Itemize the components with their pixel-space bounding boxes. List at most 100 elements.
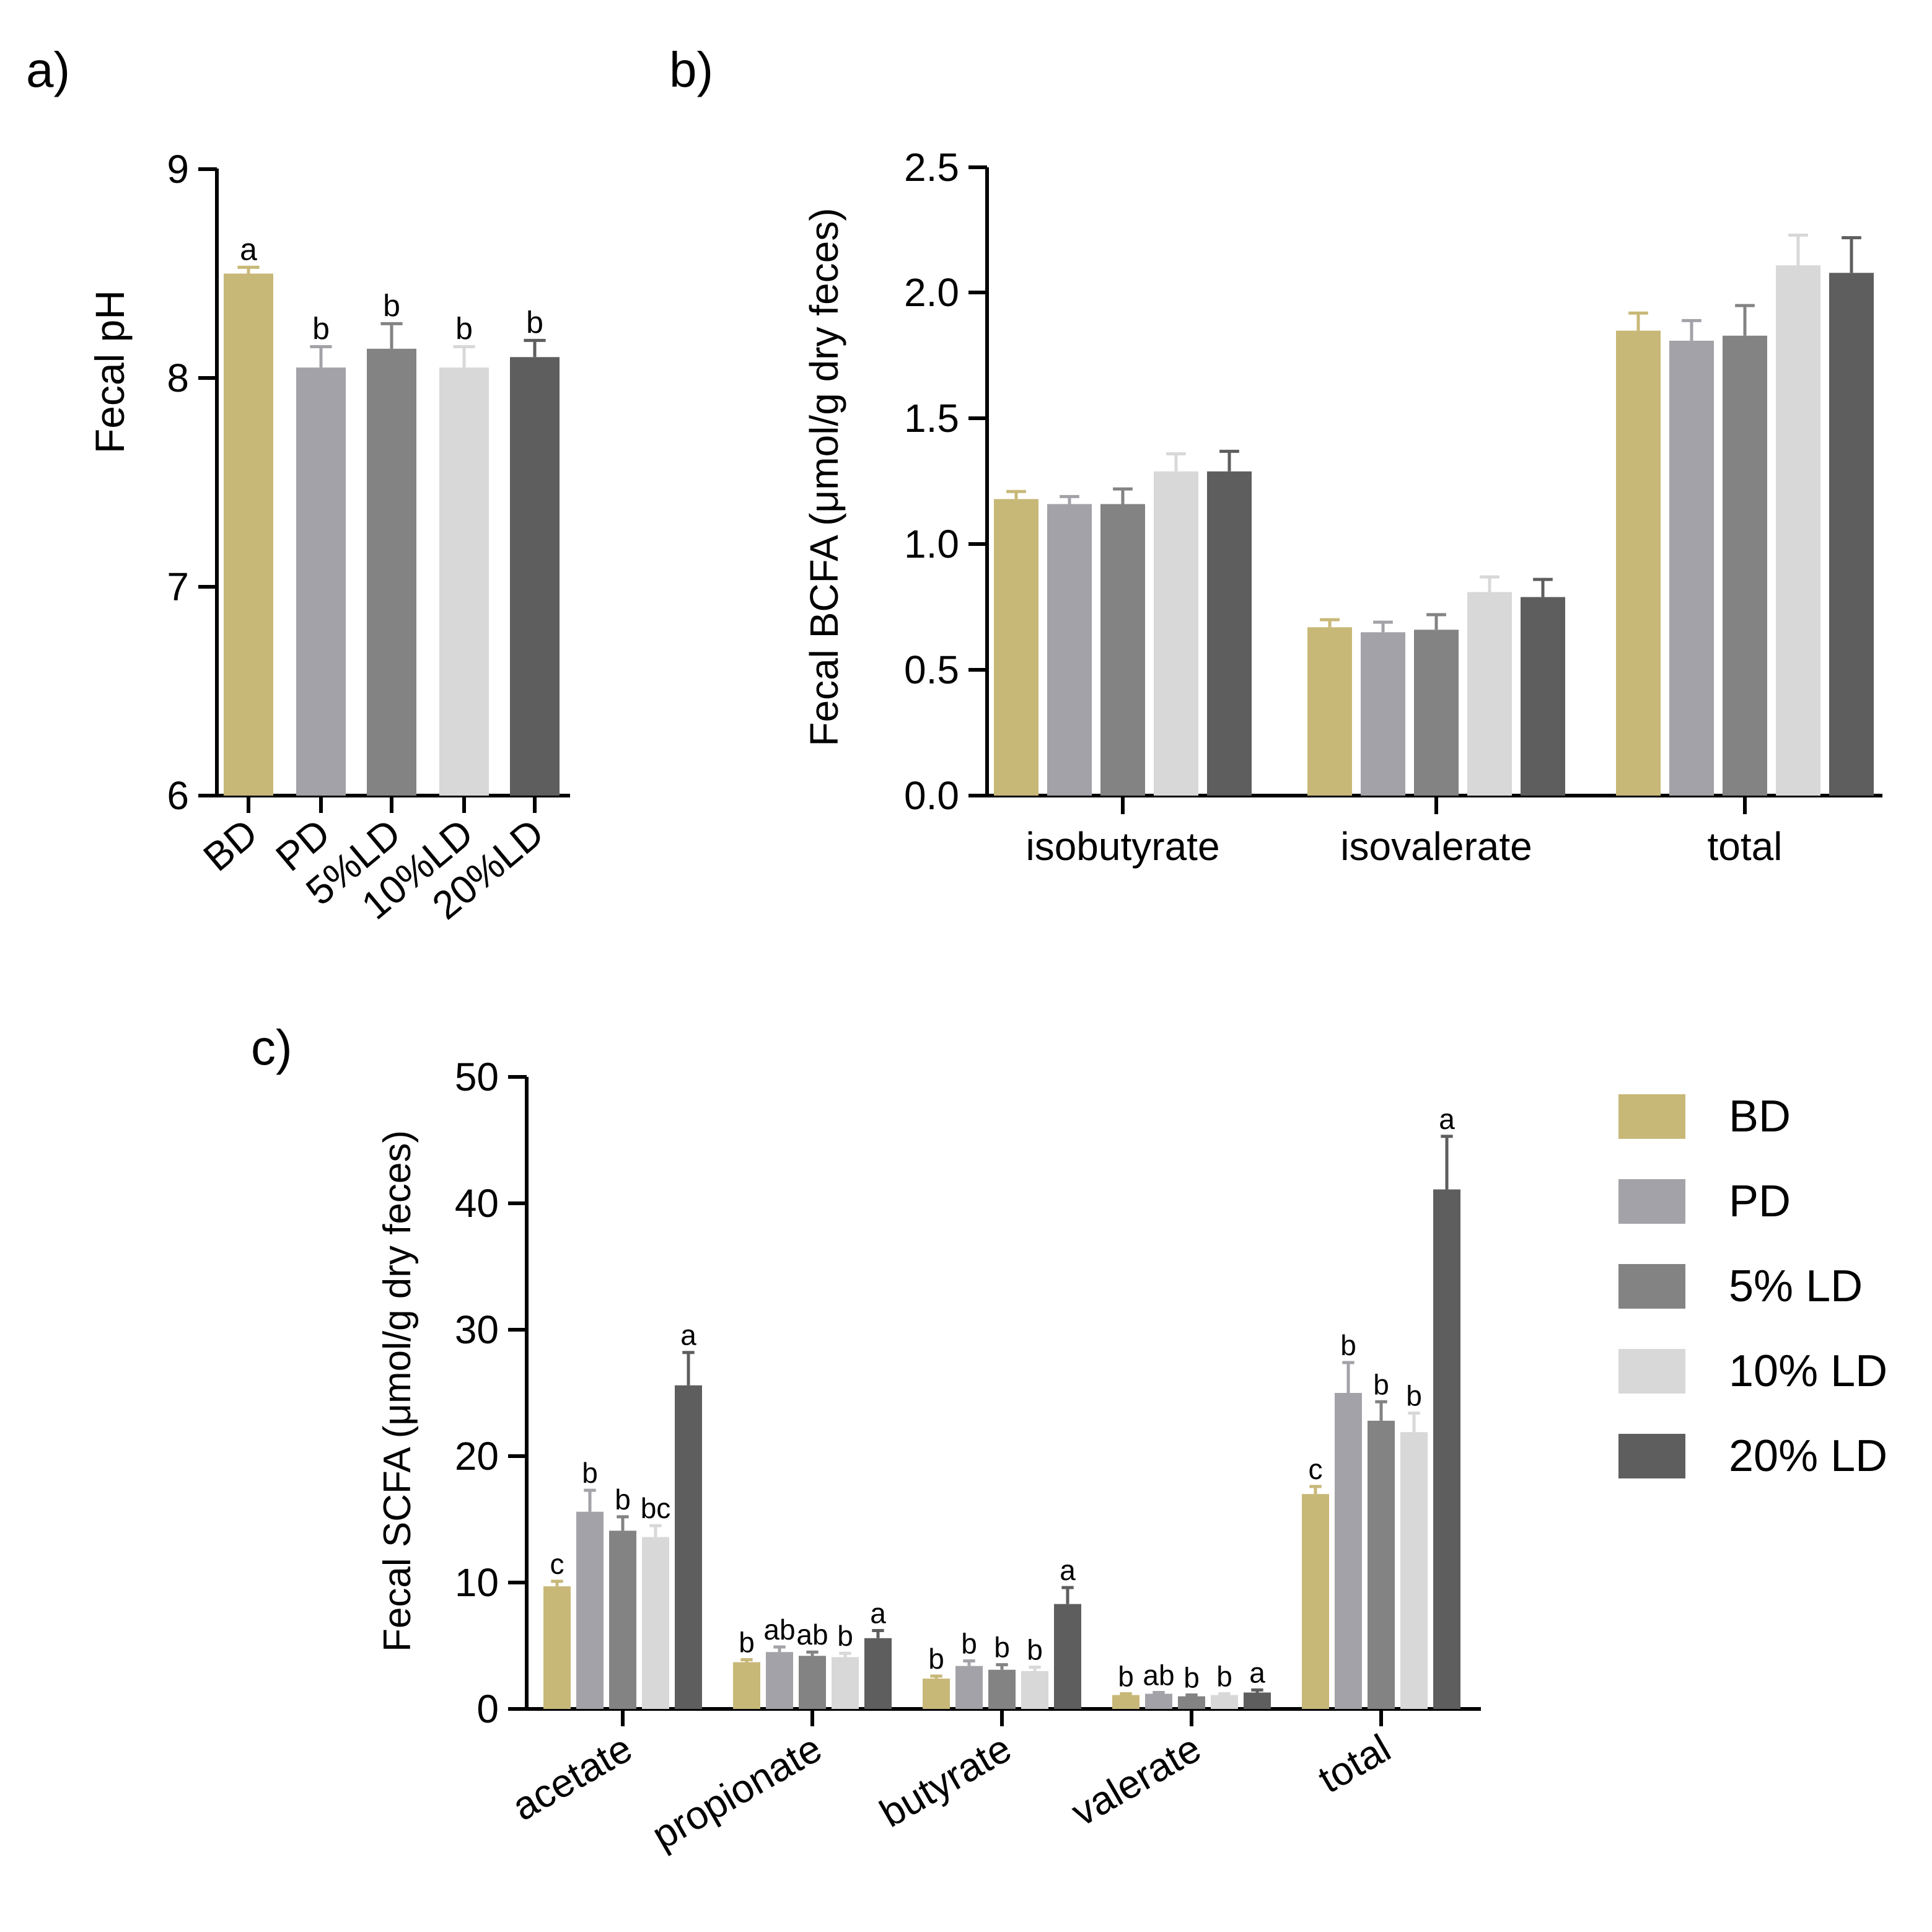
panel-b-isobutyrate-5%LD-error-bar (1113, 487, 1133, 504)
panel-b-isovalerate-5%LD-bar (1414, 630, 1459, 796)
panel-c-propionate-PD-error-bar (773, 1645, 786, 1653)
panel-c-valerate-BD-bar (1112, 1695, 1139, 1709)
panel-c-butyrate-5%LD-significance-letter: b (994, 1631, 1010, 1664)
panel-a-10%LD-significance-letter: b (455, 311, 473, 346)
panel-c-total-5%LD-significance-letter: b (1373, 1368, 1389, 1400)
panel-c-butyrate-20%LD-error-bar (1061, 1586, 1074, 1604)
panel-c-y-ticks: 0 10 20 30 40 50 (455, 1055, 527, 1731)
panel-c-valerate-20%LD-error-bar (1251, 1688, 1263, 1693)
panel-b-total-10%LD-error-bar (1788, 234, 1808, 266)
panel-c-y-axis-title: Fecal SCFA (μmol/g dry feces) (376, 1130, 419, 1652)
panel-b-total-20%LD-bar (1829, 273, 1874, 796)
panel-c-valerate-5%LD-bar (1178, 1696, 1205, 1709)
panel-c: c) Fecal SCFA (μmol/g dry feces) 0 10 20… (251, 1020, 1481, 1858)
panel-b-y-tick-label: 0.5 (904, 648, 959, 692)
panel-b-isovalerate-20%LD-error-bar (1533, 577, 1553, 597)
panel-b-isovalerate-5%LD-error-bar (1426, 613, 1446, 630)
panel-b-isobutyrate-10%LD-bar (1154, 471, 1198, 796)
panel-c-valerate-PD-error-bar (1153, 1690, 1165, 1694)
panel-b-y-tick-label: 2.0 (904, 270, 959, 315)
legend-swatch (1618, 1094, 1685, 1139)
panel-c-y-tick-label: 20 (455, 1434, 499, 1478)
panel-b-total-5%LD-error-bar (1735, 304, 1755, 336)
panel-a-20%LD-error-bar (524, 338, 546, 358)
legend-label: 20% LD (1729, 1431, 1887, 1481)
panel-b-x-tick-label: isobutyrate (1025, 824, 1219, 869)
panel-c-propionate-20%LD-bar (864, 1638, 892, 1709)
legend-label: BD (1729, 1092, 1791, 1141)
panel-a-PD-significance-letter: b (312, 311, 330, 346)
panel-c-propionate-BD-bar (733, 1662, 760, 1709)
panel-c-propionate-5%LD-bar (799, 1656, 826, 1709)
panel-c-x-tick-label: valerate (1064, 1726, 1208, 1835)
panel-b-total-PD-error-bar (1682, 318, 1701, 341)
panel-c-acetate-20%LD-error-bar (682, 1351, 695, 1385)
panel-c-acetate-20%LD-significance-letter: a (680, 1319, 696, 1351)
panel-c-propionate-BD-error-bar (740, 1658, 753, 1662)
panel-a-y-tick-label: 7 (167, 564, 189, 609)
panel-c-butyrate-PD-error-bar (963, 1659, 975, 1666)
panel-a-PD-error-bar (310, 345, 332, 368)
panel-a-5%LD-significance-letter: b (383, 288, 400, 323)
panel-c-butyrate-BD-significance-letter: b (928, 1643, 944, 1675)
panel-b-isovalerate-20%LD-bar (1521, 597, 1565, 796)
panel-c-x-tick-label: butyrate (872, 1726, 1019, 1836)
panel-c-y-tick-label: 30 (455, 1307, 499, 1352)
panel-b-isovalerate-PD-error-bar (1373, 620, 1393, 633)
panel-a-y-axis-title: Fecal pH (87, 290, 133, 454)
panel-b-isobutyrate-5%LD-bar (1100, 504, 1145, 796)
panel-b-y-tick-label: 1.0 (904, 522, 959, 566)
panel-c-propionate-20%LD-error-bar (872, 1629, 884, 1638)
legend-swatch (1618, 1434, 1685, 1478)
panel-c-total-5%LD-error-bar (1375, 1400, 1387, 1421)
panel-a-x-tick-labels: BD PD 5%LD 10%LD 20%LD (195, 796, 552, 928)
panel-c-total-PD-error-bar (1342, 1361, 1355, 1393)
panel-b-isobutyrate-20%LD-error-bar (1219, 449, 1239, 472)
panel-c-propionate-10%LD-significance-letter: b (837, 1620, 853, 1652)
panel-b-y-tick-label: 0.0 (904, 773, 959, 818)
panel-c-butyrate-BD-error-bar (930, 1674, 942, 1679)
legend-label: 5% LD (1729, 1262, 1863, 1311)
panel-c-acetate-5%LD-significance-letter: b (615, 1483, 631, 1516)
panel-b-isovalerate-10%LD-error-bar (1480, 575, 1499, 592)
panel-b-y-tick-label: 2.5 (904, 145, 959, 190)
panel-a-20%LD-bar (510, 357, 560, 796)
panel-b-isobutyrate-PD-error-bar (1060, 494, 1079, 504)
legend-swatch (1618, 1264, 1685, 1309)
legend-label: 10% LD (1729, 1346, 1887, 1396)
panel-c-butyrate-20%LD-significance-letter: a (1060, 1554, 1076, 1586)
panel-a-PD-bar (296, 367, 346, 796)
panel-c-label: c) (251, 1020, 292, 1075)
panel-c-butyrate-PD-bar (955, 1666, 983, 1709)
panel-c-total-20%LD-significance-letter: a (1439, 1103, 1455, 1135)
panel-a-y-ticks: 6 7 8 9 (167, 147, 217, 818)
panel-c-propionate-10%LD-error-bar (839, 1651, 851, 1658)
panel-b-total-20%LD-error-bar (1842, 236, 1861, 273)
panel-c-total-10%LD-error-bar (1408, 1412, 1420, 1433)
panel-c-x-tick-labels: acetate propionate butyrate valerate tot… (504, 1709, 1398, 1858)
panel-c-acetate-10%LD-significance-letter: bc (641, 1492, 671, 1524)
panel-a-5%LD-error-bar (380, 322, 403, 349)
panel-b-y-ticks: 0.0 0.5 1.0 1.5 2.0 2.5 (904, 145, 987, 818)
panel-c-acetate-5%LD-bar (609, 1530, 636, 1709)
panel-c-propionate-PD-bar (766, 1652, 793, 1709)
panel-b-total-BD-error-bar (1628, 311, 1648, 331)
panel-c-valerate-BD-error-bar (1120, 1692, 1132, 1696)
panel-b-isovalerate-10%LD-bar (1467, 592, 1512, 796)
panel-c-x-tick-label: acetate (504, 1726, 639, 1829)
panel-b-isovalerate-PD-bar (1361, 632, 1405, 796)
panel-c-propionate-PD-significance-letter: ab (763, 1614, 795, 1646)
panel-b-x-tick-labels: isobutyrate isovalerate total (1025, 796, 1782, 869)
panel-a-10%LD-bar (439, 367, 489, 796)
panel-c-butyrate-5%LD-error-bar (996, 1663, 1008, 1670)
legend-swatch (1618, 1179, 1685, 1224)
panel-a-10%LD-error-bar (453, 345, 475, 368)
panel-c-acetate-10%LD-error-bar (649, 1524, 662, 1537)
panel-c-total-5%LD-bar (1368, 1420, 1395, 1709)
panel-c-propionate-20%LD-significance-letter: a (870, 1597, 886, 1630)
panel-c-acetate-20%LD-bar (675, 1385, 702, 1709)
panel-c-valerate-10%LD-bar (1211, 1695, 1238, 1709)
panel-c-valerate-20%LD-bar (1244, 1692, 1271, 1709)
